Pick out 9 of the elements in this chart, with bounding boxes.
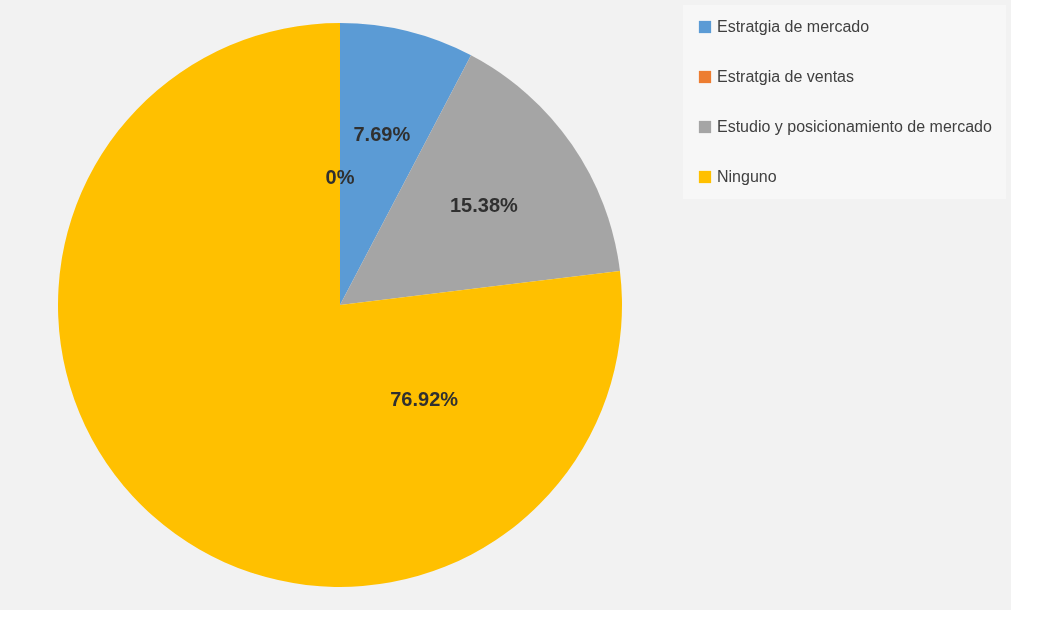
- pie-slice: [58, 23, 622, 587]
- legend-label: Estratgia de ventas: [717, 68, 854, 85]
- legend-label: Ninguno: [717, 168, 777, 185]
- data-label: 76.92%: [390, 388, 459, 410]
- legend-label: Estratgia de mercado: [717, 18, 870, 35]
- data-label: 7.69%: [353, 123, 411, 146]
- text: 0%: [325, 166, 355, 189]
- data-label: 15.38%: [449, 193, 518, 216]
- legend-label: Estudio y posicionamiento de mercado: [717, 118, 992, 135]
